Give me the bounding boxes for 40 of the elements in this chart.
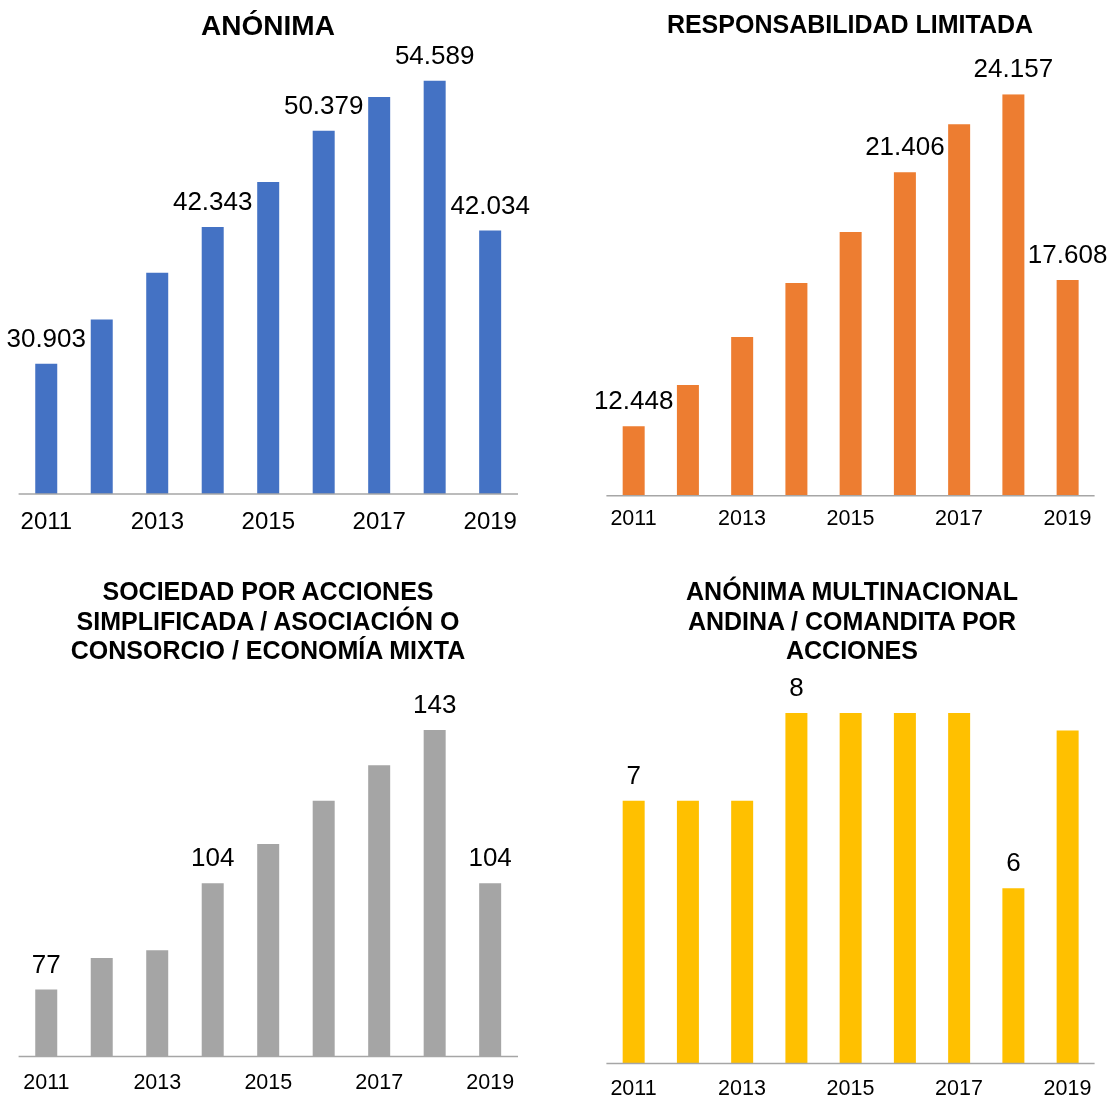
chart-title: ANÓNIMA MULTINACIONAL ANDINA / COMANDITA POR ACCIONES — [685, 577, 1019, 666]
x-tick-label: 2013 — [133, 1069, 182, 1094]
x-tick-label: 2017 — [352, 507, 406, 535]
data-label: 42.343 — [172, 185, 253, 216]
x-tick-label: 2013 — [718, 506, 766, 531]
data-label: 54.589 — [394, 39, 475, 70]
x-tick-label: 2017 — [935, 1075, 983, 1099]
x-tick-label: 2011 — [20, 507, 73, 535]
x-tick-label: 2015 — [244, 1069, 293, 1094]
x-tick-label: 2013 — [718, 1075, 766, 1099]
x-tick-label: 2017 — [935, 506, 983, 531]
x-tick-label: 2011 — [23, 1069, 70, 1094]
data-label: 21.406 — [865, 131, 945, 162]
x-tick-label: 2019 — [466, 1069, 515, 1094]
data-label: 104 — [191, 842, 235, 873]
data-label: 8 — [789, 672, 804, 702]
x-tick-label: 2011 — [610, 1075, 657, 1099]
data-label: 17.608 — [1027, 238, 1108, 269]
data-label: 50.379 — [283, 89, 364, 120]
x-tick-label: 2019 — [1043, 506, 1092, 531]
x-tick-label: 2019 — [463, 507, 517, 535]
data-label: 24.157 — [973, 53, 1054, 84]
x-tick-label: 2019 — [1043, 1075, 1092, 1099]
data-label: 12.448 — [593, 385, 674, 416]
chart-title: SOCIEDAD POR ACCIONES SIMPLIFICADA / ASOCIACIÓN O CONSORCIO / ECONOMÍA MIXTA — [69, 577, 467, 666]
data-label: 42.034 — [450, 189, 530, 220]
chart-title: RESPONSABILIDAD LIMITADA — [665, 9, 1035, 39]
data-label: 6 — [1006, 847, 1021, 878]
data-label: 104 — [468, 842, 512, 873]
x-tick-label: 2013 — [130, 507, 185, 535]
data-label: 7 — [626, 759, 641, 790]
data-label: 30.903 — [6, 322, 87, 353]
x-tick-label: 2017 — [355, 1069, 404, 1094]
x-tick-label: 2015 — [826, 1075, 875, 1099]
data-label: 143 — [412, 688, 457, 719]
x-tick-label: 2015 — [826, 506, 875, 531]
chart-title: ANÓNIMA — [201, 10, 335, 41]
data-label: 77 — [31, 948, 61, 979]
x-tick-label: 2015 — [241, 507, 295, 535]
x-tick-label: 2011 — [610, 506, 657, 531]
